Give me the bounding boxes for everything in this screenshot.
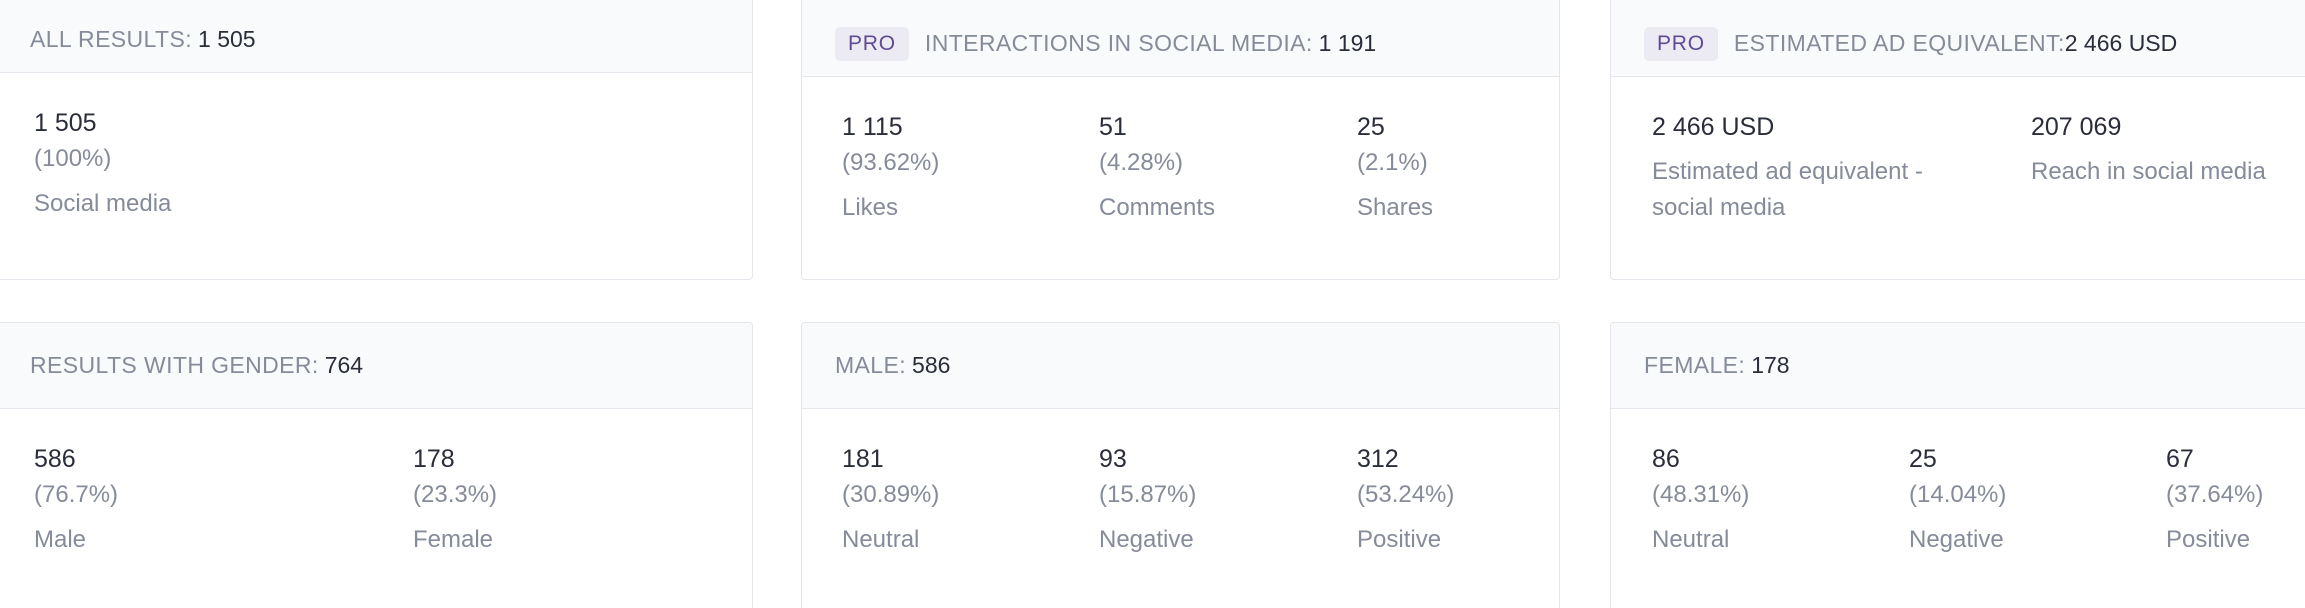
female-card: FEMALE: 178 86 (48.31%) Neutral 25 (14.0… xyxy=(1610,322,2305,608)
metric-value: 312 xyxy=(1357,445,1399,473)
male-card: MALE: 586 181 (30.89%) Neutral 93 (15.87… xyxy=(801,322,1560,608)
metric-social-media: 1 505 (100%) Social media xyxy=(34,108,171,222)
metric-female: 178 (23.3%) Female xyxy=(413,444,497,558)
gender-header: RESULTS WITH GENDER: 764 xyxy=(0,323,752,409)
all-results-label: ALL RESULTS: xyxy=(30,26,193,52)
interactions-header: PRO INTERACTIONS IN SOCIAL MEDIA: 1 191 xyxy=(802,0,1559,77)
metric-percent: (23.3%) xyxy=(413,481,498,508)
interactions-label: INTERACTIONS IN SOCIAL MEDIA: xyxy=(924,30,1313,56)
female-total: 178 xyxy=(1751,352,1790,378)
male-label: MALE: xyxy=(835,352,907,378)
metric-percent: (4.28%) xyxy=(1099,149,1184,176)
metric-label: Reach in social media xyxy=(2031,158,2266,185)
metric-label: Shares xyxy=(1357,194,1434,221)
metric-label-line2: social media xyxy=(1652,194,1786,221)
metric-comments: 51 (4.28%) Comments xyxy=(1099,112,1215,226)
all-results-header: ALL RESULTS: 1 505 xyxy=(0,0,752,73)
metric-label: Negative xyxy=(1099,526,1194,553)
metric-percent: (37.64%) xyxy=(2166,481,2264,508)
female-header: FEMALE: 178 xyxy=(1611,323,2305,409)
metric-value: 51 xyxy=(1099,113,1127,141)
metric-percent: (2.1%) xyxy=(1357,149,1428,176)
metric-label: Negative xyxy=(1909,526,2004,553)
metric-percent: (100%) xyxy=(34,145,112,172)
interactions-card: PRO INTERACTIONS IN SOCIAL MEDIA: 1 191 … xyxy=(801,0,1560,280)
pro-badge: PRO xyxy=(835,26,909,61)
metric-male-negative: 93 (15.87%) Negative xyxy=(1099,444,1196,558)
metric-female-neutral: 86 (48.31%) Neutral xyxy=(1652,444,1749,558)
metric-value: 1 115 xyxy=(842,113,903,141)
metric-percent: (14.04%) xyxy=(1909,481,2007,508)
metric-value: 207 069 xyxy=(2031,113,2122,141)
metric-label-line1: Estimated ad equivalent - xyxy=(1652,158,1923,185)
metric-label: Positive xyxy=(1357,526,1442,553)
female-label: FEMALE: xyxy=(1644,352,1746,378)
metric-label: Neutral xyxy=(842,526,920,553)
metric-percent: (30.89%) xyxy=(842,481,940,508)
metric-percent: (76.7%) xyxy=(34,481,119,508)
pro-badge: PRO xyxy=(1644,26,1718,61)
gender-card: RESULTS WITH GENDER: 764 586 (76.7%) Mal… xyxy=(0,322,753,608)
metric-likes: 1 115 (93.62%) Likes xyxy=(842,112,939,226)
metric-value: 586 xyxy=(34,445,76,473)
metric-value: 25 xyxy=(1909,445,1937,473)
metric-reach: 207 069 Reach in social media xyxy=(2031,112,2266,190)
metric-label: Positive xyxy=(2166,526,2251,553)
gender-label: RESULTS WITH GENDER: xyxy=(30,352,319,378)
ad-equivalent-label: ESTIMATED AD EQUIVALENT: xyxy=(1733,30,2065,56)
metric-value: 93 xyxy=(1099,445,1127,473)
ad-equivalent-card: PRO ESTIMATED AD EQUIVALENT: 2 466 USD 2… xyxy=(1610,0,2305,280)
metric-label: Social media xyxy=(34,190,172,217)
metric-label: Neutral xyxy=(1652,526,1730,553)
metric-value: 2 466 USD xyxy=(1652,113,1775,141)
metric-female-negative: 25 (14.04%) Negative xyxy=(1909,444,2006,558)
metric-value: 1 505 xyxy=(34,109,97,137)
gender-total: 764 xyxy=(324,352,364,378)
interactions-total: 1 191 xyxy=(1318,30,1377,56)
metric-value: 25 xyxy=(1357,113,1385,141)
ad-equivalent-header: PRO ESTIMATED AD EQUIVALENT: 2 466 USD xyxy=(1611,0,2305,77)
metric-value: 86 xyxy=(1652,445,1680,473)
metric-percent: (53.24%) xyxy=(1357,481,1455,508)
metric-label: Male xyxy=(34,526,87,553)
metric-percent: (93.62%) xyxy=(842,149,940,176)
metric-value: 178 xyxy=(413,445,455,473)
metric-percent: (15.87%) xyxy=(1099,481,1197,508)
male-total: 586 xyxy=(912,352,951,378)
all-results-total: 1 505 xyxy=(198,26,256,52)
metric-value: 67 xyxy=(2166,445,2194,473)
male-header: MALE: 586 xyxy=(802,323,1559,409)
all-results-card: ALL RESULTS: 1 505 1 505 (100%) Social m… xyxy=(0,0,753,280)
metric-label: Likes xyxy=(842,194,899,221)
metric-percent: (48.31%) xyxy=(1652,481,1750,508)
ad-equivalent-total: 2 466 USD xyxy=(2064,30,2178,56)
metric-female-positive: 67 (37.64%) Positive xyxy=(2166,444,2263,558)
metric-ad-equivalent: 2 466 USD Estimated ad equivalent - soci… xyxy=(1652,112,1923,226)
metric-shares: 25 (2.1%) Shares xyxy=(1357,112,1433,226)
metric-male: 586 (76.7%) Male xyxy=(34,444,118,558)
metric-male-neutral: 181 (30.89%) Neutral xyxy=(842,444,939,558)
metric-label: Comments xyxy=(1099,194,1216,221)
metric-male-positive: 312 (53.24%) Positive xyxy=(1357,444,1454,558)
metric-label: Female xyxy=(413,526,494,553)
metric-value: 181 xyxy=(842,445,884,473)
